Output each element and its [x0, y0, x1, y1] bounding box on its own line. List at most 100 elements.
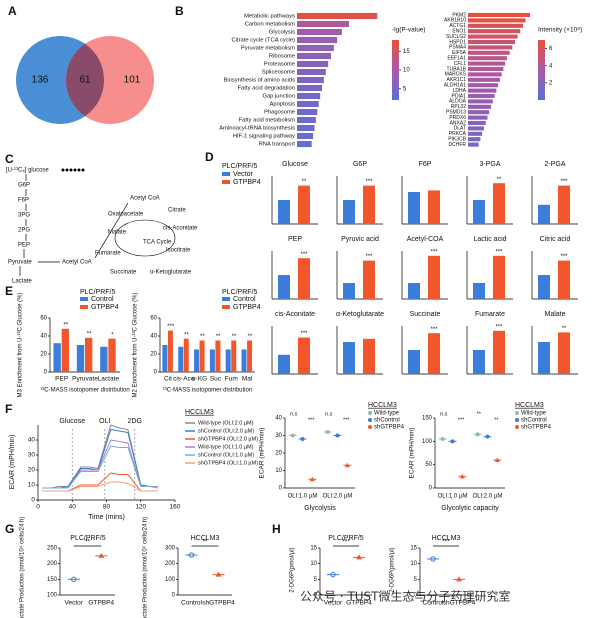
y-tick-label: 150	[47, 577, 58, 583]
significance: **	[494, 417, 499, 423]
term-label: PSMA4	[449, 45, 466, 51]
bar	[298, 337, 310, 374]
pathway-node: G6P	[18, 183, 30, 189]
y-tick-label: 40	[28, 437, 36, 444]
chart-title: Pyruvic acid	[341, 236, 379, 243]
y-axis-label: Lactate Production (nmol/10⁴ cells/24 h)	[19, 517, 26, 618]
term-label: Pyruvate metabolism	[241, 46, 295, 52]
bar	[278, 354, 290, 374]
colorbar-tick-label: 5	[403, 86, 407, 92]
y-tick-label: 60	[40, 316, 47, 322]
dot	[98, 552, 105, 558]
y-tick-label: 0	[429, 486, 433, 492]
bar	[468, 61, 506, 66]
dot	[71, 576, 77, 583]
legend-label: shGTPBP4	[374, 425, 405, 431]
significance: ***	[343, 417, 350, 423]
bar	[468, 50, 510, 55]
carbon-dot	[69, 168, 73, 172]
legend-marker	[515, 425, 519, 429]
y-tick-label: 10	[410, 561, 417, 567]
bar	[215, 340, 221, 372]
bar	[298, 185, 310, 224]
chart-title: PLC/PRF/5	[328, 535, 364, 542]
y-tick-label: 20	[150, 352, 157, 358]
venn-count: 136	[32, 75, 49, 86]
bar	[100, 346, 108, 372]
x-tick-label: 120	[135, 504, 146, 511]
legend-label: GTPBP4	[91, 304, 119, 311]
line-series	[42, 428, 158, 489]
bar	[363, 260, 375, 299]
legend-label: shControl (OLI:2.0 µM)	[198, 428, 254, 434]
y-tick-label: 10	[28, 482, 36, 489]
y-tick-label: 40	[40, 334, 47, 340]
x-tick-label: shGTPBP4	[202, 600, 235, 607]
x-tick-label: Suc	[210, 376, 222, 383]
significance: n.s	[290, 411, 298, 417]
bar	[297, 76, 324, 84]
term-label: EIF5A	[452, 50, 467, 56]
legend-label: Control	[91, 296, 114, 303]
panel-label: E	[5, 284, 13, 298]
y-tick-label: 300	[165, 546, 176, 552]
legend-label: shGTPBP4 (OLI:2.0 µM)	[198, 436, 258, 442]
dot	[344, 462, 350, 468]
bar	[297, 84, 323, 92]
carbon-dot	[77, 168, 81, 172]
significance: n.s	[440, 411, 448, 417]
bar	[468, 39, 515, 45]
dot	[335, 433, 340, 438]
bar	[428, 333, 440, 374]
significance: **	[184, 332, 189, 338]
bar	[538, 342, 550, 374]
y-tick-label: 5	[314, 577, 318, 583]
y-tick-label: 0	[414, 593, 418, 599]
line-series	[42, 424, 158, 489]
x-tick-label: Fum	[225, 376, 238, 383]
bar	[468, 131, 483, 136]
y-tick-label: 100	[165, 577, 176, 583]
y-tick-label: 200	[47, 561, 58, 567]
bar	[363, 185, 375, 224]
term-label: Fatty acid degradation	[238, 86, 295, 92]
term-label: PSMD13	[446, 110, 466, 116]
colorbar-title: -lg(P-value)	[392, 27, 426, 34]
bar	[428, 190, 440, 224]
chart-title: Succinate	[410, 311, 441, 318]
x-tick-label: Lactate	[98, 376, 120, 383]
bar	[468, 23, 523, 28]
significance: ***	[560, 179, 568, 185]
panel-label: H	[272, 522, 281, 536]
pathway-node: Acetyl CoA	[62, 260, 92, 266]
bar	[278, 200, 290, 224]
term-label: HSPD1	[449, 39, 466, 45]
bar	[468, 77, 500, 82]
term-label: Proteasome	[264, 62, 295, 68]
bar	[297, 60, 329, 68]
term-label: SUCLG2	[446, 34, 466, 40]
term-label: ANXA2	[450, 120, 467, 126]
significance: ***	[458, 417, 465, 423]
y-tick-label: 20	[40, 352, 47, 358]
x-tick-label: 40	[69, 504, 77, 511]
bar	[85, 337, 93, 372]
term-label: Aminoacyl-tRNA biosynthesis	[219, 126, 295, 132]
bar	[468, 99, 493, 104]
dot	[215, 571, 222, 577]
y-tick-label: 0	[279, 486, 283, 492]
panel-label: G	[5, 522, 14, 536]
pathway-node: Fumarate	[95, 251, 121, 257]
dot	[475, 432, 480, 437]
legend-swatch	[80, 297, 88, 301]
annotation: 2DG	[128, 418, 142, 425]
legend-title: HCCLM3	[185, 409, 214, 416]
bar	[241, 349, 247, 372]
legend-title: PLC/PRF/5	[222, 289, 258, 296]
carbon-dot	[81, 168, 85, 172]
y-tick-label: 100	[422, 439, 433, 445]
legend-label: Wild-type	[374, 411, 400, 417]
dot	[300, 437, 305, 441]
legend-label: Wild-type (OLI:2.0 µM)	[198, 420, 254, 426]
carbon-dot	[73, 168, 77, 172]
